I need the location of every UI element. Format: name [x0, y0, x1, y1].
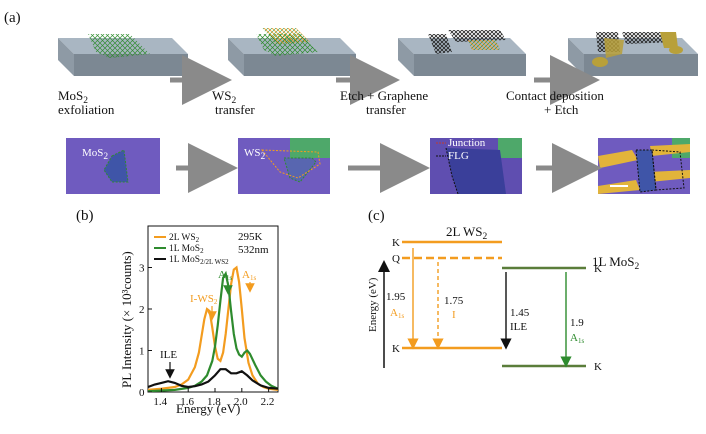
temp-label: 295K: [238, 231, 263, 243]
panel-label-b: (b): [76, 208, 94, 224]
y-axis-label: PL Intensity (× 10³counts): [119, 251, 134, 388]
band-diagram: Energy (eV) 2L WS2 1L MoS2 K Q K K K 1.9…: [367, 224, 640, 373]
mos2-a1s-value: 1.9: [570, 317, 584, 329]
ws2-a1s-value: 1.95: [386, 291, 406, 303]
legend-label-mos2: 1L MoS2: [169, 244, 204, 255]
y-tick-label-3: 3: [139, 263, 145, 275]
panel-label-a: (a): [4, 10, 21, 26]
tick-layer: 1.4 1.6 1.8 2.0 2.2 0 1 2 3: [139, 263, 274, 409]
mos2-a1s-label: A1s: [570, 332, 584, 345]
y-tick-label-0: 0: [139, 387, 145, 399]
micro-label-junction: Junction: [448, 137, 486, 149]
energy-axis-label: Energy (eV): [367, 277, 379, 332]
annot-a1s-mos2: A1s: [218, 269, 232, 282]
k-label-2: K: [392, 343, 400, 355]
legend-label-ws2: 2L WS2: [169, 233, 200, 244]
schematic-step-3: [398, 30, 526, 76]
pl-chart: 1.4 1.6 1.8 2.0 2.2 0 1 2 3 Energy (eV) PL Inten…: [119, 225, 279, 416]
k-label-4: K: [594, 361, 602, 373]
micrograph-4: [598, 138, 690, 194]
annot-iws2: I-WS2: [190, 293, 218, 306]
schematic-step-2: [228, 28, 356, 76]
legend: 2L WS2 1L MoS2 1L MoS2/2L WS2: [154, 233, 229, 266]
wavelength-label: 532nm: [238, 244, 269, 256]
y-tick-label-1: 1: [139, 346, 145, 358]
step3-text: Etch + Graphene: [340, 88, 428, 103]
micrograph-2: WS2: [238, 138, 330, 194]
schematic-step-1: [58, 34, 188, 76]
ws2-i-value: 1.75: [444, 295, 464, 307]
ile-value: 1.45: [510, 307, 530, 319]
series-line-1: [147, 270, 279, 393]
band-title-mos2: 1L MoS2: [592, 254, 640, 272]
series-line-2: [147, 368, 279, 390]
panel-label-c: (c): [368, 208, 385, 224]
ile-label: ILE: [510, 321, 527, 333]
x-tick-label-1: 1.6: [180, 396, 194, 408]
x-axis-label: Energy (eV): [176, 401, 240, 416]
x-tick-label-2: 1.8: [207, 396, 221, 408]
annot-ile: ILE: [160, 349, 177, 361]
band-title-ws2: 2L WS2: [446, 224, 487, 242]
legend-label-het: 1L MoS2/2L WS2: [169, 255, 229, 266]
k-label-3: K: [594, 263, 602, 275]
micro-label-ws2: WS2: [244, 147, 266, 162]
ws2-a1s-label: A1s: [390, 307, 404, 320]
k-label-1: K: [392, 237, 400, 249]
micro-label-mos2: MoS2: [82, 147, 108, 162]
ws2-i-label: I: [452, 309, 456, 321]
step1-text-2: exfoliation: [58, 102, 115, 117]
annot-a1s-ws2: A1s: [242, 269, 256, 282]
q-label: Q: [392, 253, 400, 265]
step2-text-2: transfer: [215, 102, 255, 117]
micrograph-3: Junction FLG: [430, 137, 522, 195]
step4-text: Contact deposition: [506, 88, 604, 103]
y-tick-label-2: 2: [139, 304, 145, 316]
x-tick-label-0: 1.4: [153, 396, 167, 408]
schematic-step-4: [568, 32, 698, 76]
micrograph-1: MoS2: [66, 138, 160, 194]
series-line-0: [147, 265, 279, 391]
step2-text: WS2: [212, 88, 237, 106]
step4-text-2: + Etch: [544, 102, 579, 117]
step1-text: MoS2: [58, 88, 88, 106]
step3-text-2: transfer: [366, 102, 406, 117]
series-layer: [147, 265, 279, 393]
micro-label-flg: FLG: [448, 150, 469, 162]
x-tick-label-4: 2.2: [261, 396, 275, 408]
x-tick-label-3: 2.0: [234, 396, 248, 408]
